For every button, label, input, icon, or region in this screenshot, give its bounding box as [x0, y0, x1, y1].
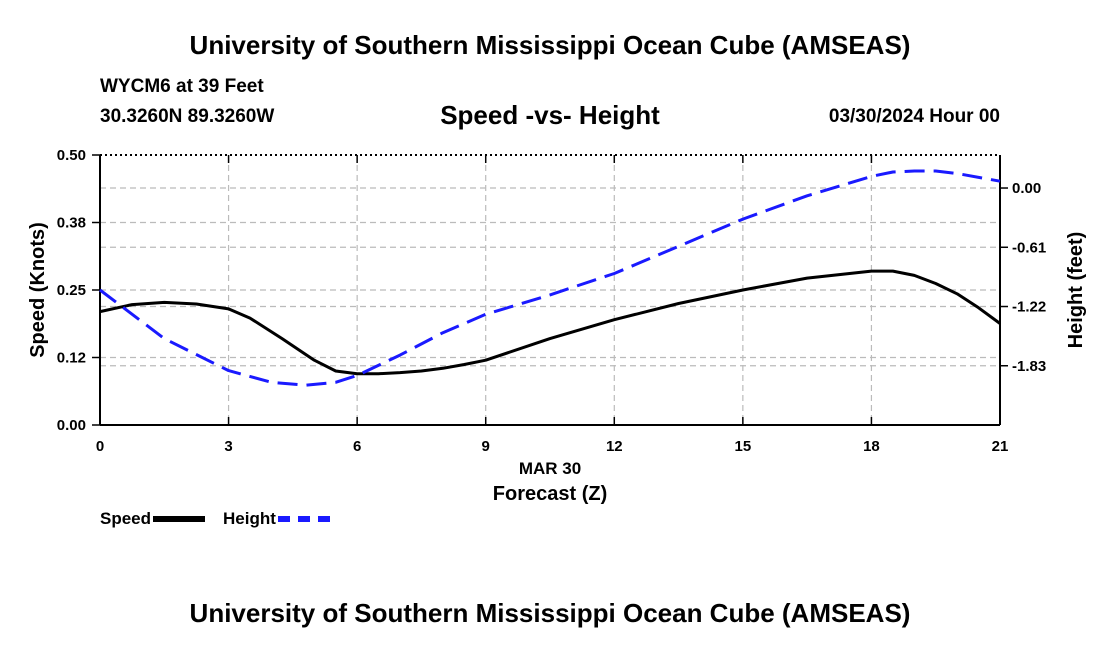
y-tick-label: 0.50 [57, 147, 86, 164]
y-tick-label: 0.12 [57, 350, 86, 367]
legend: Speed Height [100, 509, 348, 529]
y2-tick-label: 0.00 [1012, 180, 1041, 197]
y-tick-label: 0.25 [57, 282, 86, 299]
y-axis-label: Speed (Knots) [27, 222, 49, 358]
x-tick-label: 12 [606, 438, 623, 455]
x-axis-label: Forecast (Z) [493, 483, 607, 505]
y2-tick-label: -1.83 [1012, 358, 1046, 375]
x-tick-label: 6 [353, 438, 361, 455]
y-tick-label: 0.00 [57, 417, 86, 434]
legend-label-height: Height [223, 509, 276, 528]
x-axis-sublabel: MAR 30 [519, 459, 581, 478]
forecast-datetime: 03/30/2024 Hour 00 [828, 106, 1000, 127]
y2-tick-label: -0.61 [1012, 239, 1046, 256]
main-title: University of Southern Mississippi Ocean… [189, 30, 911, 60]
x-tick-label: 0 [96, 438, 104, 455]
y2-tick-label: -1.22 [1012, 299, 1046, 316]
legend-swatch-speed [153, 516, 206, 522]
footer-title: University of Southern Mississippi Ocean… [189, 598, 911, 628]
plot-title: Speed -vs- Height [440, 100, 660, 130]
y2-axis-label: Height (feet) [1065, 232, 1087, 349]
legend-swatch-height [277, 516, 330, 522]
legend-item-height: Height [223, 509, 330, 529]
y-tick-label: 0.38 [57, 215, 86, 232]
coordinates-label: 30.3260N 89.3260W [100, 106, 275, 127]
x-tick-label: 21 [992, 438, 1009, 455]
series-line-height [99, 169, 1001, 387]
x-tick-label: 15 [735, 438, 752, 455]
x-tick-label: 18 [863, 438, 880, 455]
legend-label-speed: Speed [100, 509, 152, 528]
legend-item-speed: Speed [100, 509, 206, 529]
x-tick-label: 3 [224, 438, 232, 455]
x-tick-label: 9 [482, 438, 490, 455]
station-label: WYCM6 at 39 Feet [100, 76, 264, 97]
series-line-speed [99, 269, 1001, 376]
